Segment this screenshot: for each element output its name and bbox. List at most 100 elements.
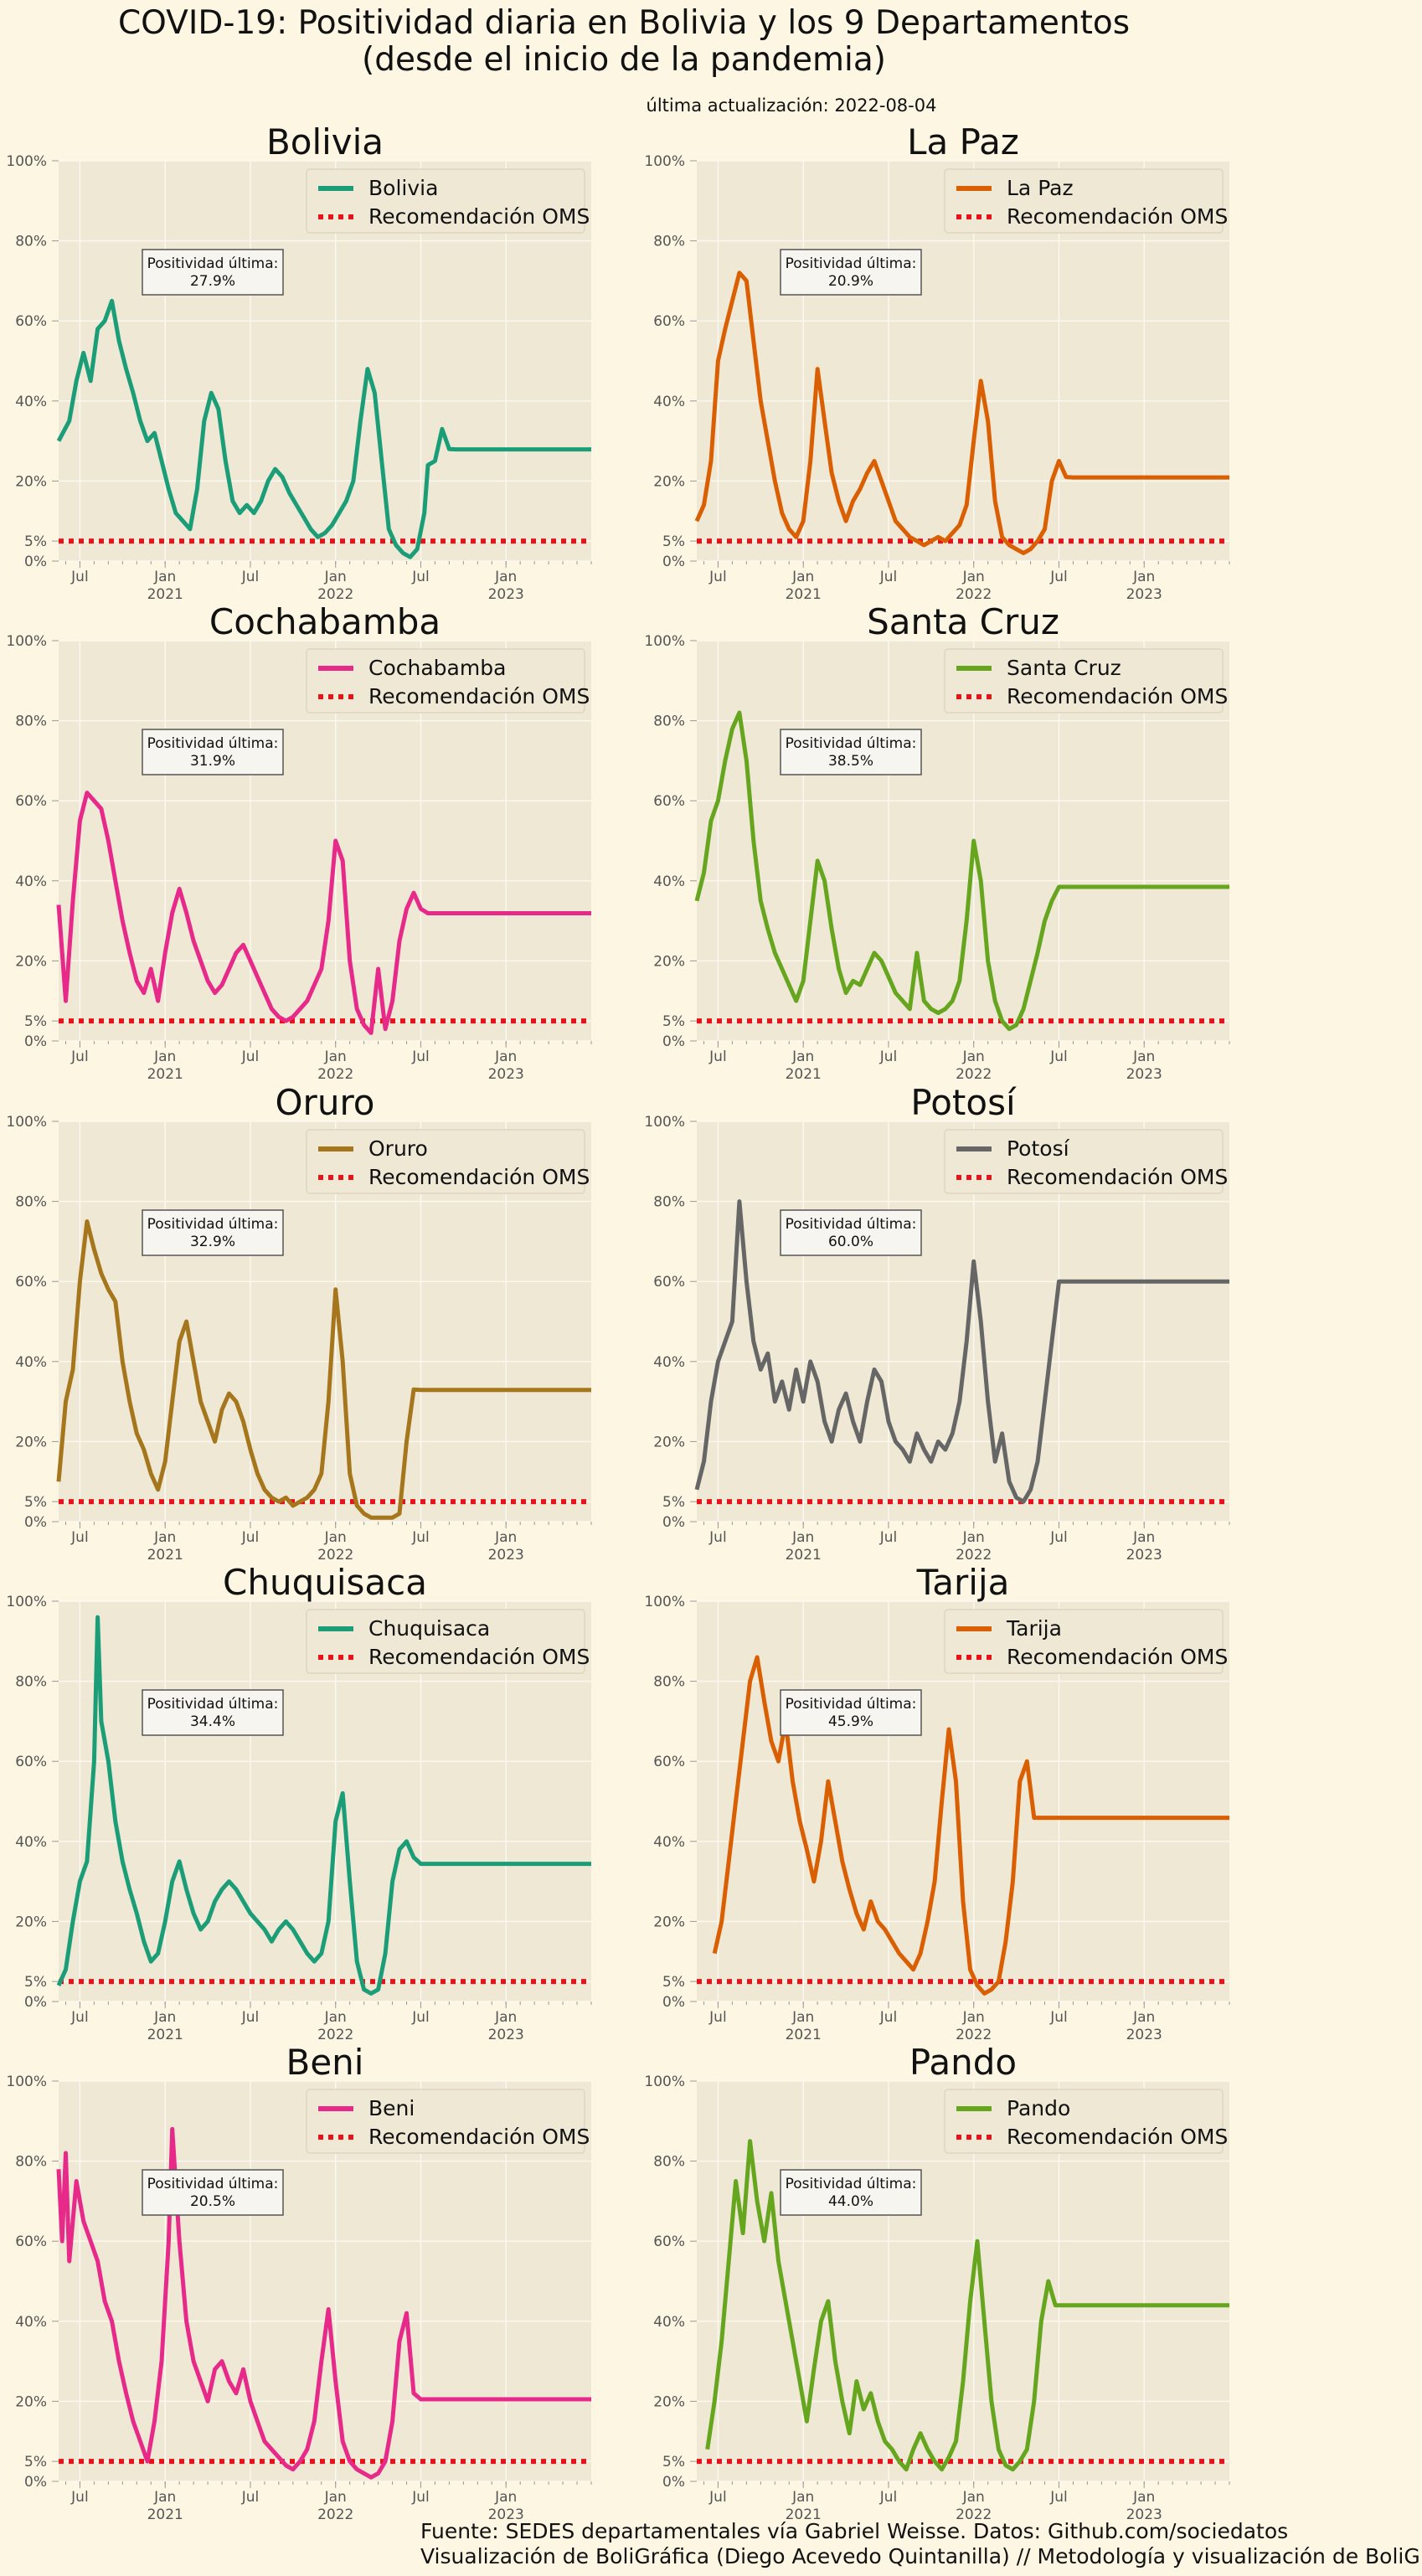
- annotation-text: 38.5%: [828, 753, 873, 770]
- x-tick-label: Jul: [879, 2489, 898, 2506]
- y-tick-label: 5%: [24, 1013, 47, 1030]
- y-tick-label: 0%: [662, 2474, 685, 2491]
- annotation-box: [142, 1209, 284, 1256]
- legend-box: [306, 1129, 585, 1194]
- series-line: [56, 298, 591, 559]
- annotation-text: Positividad última:: [786, 1216, 917, 1233]
- y-tick-label: 40%: [653, 1834, 685, 1851]
- y-tick-label: 5%: [662, 1494, 685, 1511]
- series-line: [712, 1655, 1229, 1996]
- y-tick-label: 40%: [653, 873, 685, 890]
- annotation-text: 20.9%: [828, 273, 873, 290]
- y-tick-label: 60%: [653, 1274, 685, 1291]
- legend-label-reference: Recomendación OMS: [1007, 1165, 1228, 1189]
- x-tick-label: Jan: [791, 2009, 814, 2026]
- figure-subtitle: última actualización: 2022-08-04: [646, 95, 937, 116]
- x-tick-label: Jan: [791, 2489, 814, 2506]
- y-tick-label: 20%: [653, 473, 685, 490]
- x-tick-label: Jul: [241, 2009, 260, 2026]
- y-tick-label: 5%: [24, 2454, 47, 2470]
- annotation-text: 32.9%: [190, 1234, 235, 1250]
- annotation-text: Positividad última:: [147, 255, 279, 272]
- x-tick-label: Jul: [70, 2489, 89, 2506]
- annotation-box: [142, 2169, 284, 2216]
- y-tick-label: 100%: [644, 1114, 685, 1131]
- y-tick-label: 40%: [653, 1354, 685, 1371]
- y-tick-label: 5%: [24, 1974, 47, 1991]
- x-tick-label: Jan: [1132, 1048, 1155, 1065]
- y-tick-label: 100%: [644, 633, 685, 650]
- x-tick-label: Jul: [708, 1529, 727, 1546]
- annotation-text: 45.9%: [828, 1713, 873, 1730]
- y-tick-label: 80%: [15, 2154, 47, 2171]
- annotation-text: 44.0%: [828, 2193, 873, 2210]
- y-tick-label: 20%: [653, 1434, 685, 1450]
- chart-title: Bolivia: [266, 121, 384, 162]
- y-tick-label: 5%: [662, 1013, 685, 1030]
- x-tick-label: Jul: [241, 569, 260, 585]
- x-tick-year-label: 2023: [1126, 2027, 1162, 2043]
- chart-title: Tarija: [916, 1562, 1010, 1603]
- y-tick-label: 0%: [662, 1994, 685, 2011]
- legend-label-series: Santa Cruz: [1007, 656, 1121, 680]
- chart-title: Santa Cruz: [867, 601, 1059, 642]
- x-tick-label: Jan: [153, 2009, 176, 2026]
- x-tick-label: Jul: [411, 2009, 430, 2026]
- legend-label-series: Potosí: [1007, 1136, 1070, 1161]
- footer-credit: Visualización de BoliGráfica (Diego Acev…: [420, 2544, 1422, 2568]
- legend-label-series: Beni: [368, 2096, 415, 2120]
- y-tick-label: 5%: [24, 1494, 47, 1511]
- x-tick-year-label: 2023: [488, 586, 524, 603]
- annotation-box: [780, 1209, 922, 1256]
- annotation-text: Positividad última:: [147, 2176, 279, 2192]
- x-tick-label: Jan: [324, 1048, 347, 1065]
- legend-label-series: Tarija: [1006, 1616, 1062, 1641]
- legend-label-reference: Recomendación OMS: [368, 2125, 590, 2149]
- x-tick-label: Jul: [411, 1048, 430, 1065]
- legend-label-reference: Recomendación OMS: [1007, 1645, 1228, 1669]
- series-line: [694, 270, 1229, 555]
- x-tick-year-label: 2023: [488, 1547, 524, 1564]
- annotation-text: 27.9%: [190, 273, 235, 290]
- annotation-box: [780, 2169, 922, 2216]
- legend-box: [306, 2089, 585, 2154]
- x-tick-year-label: 2022: [956, 1066, 992, 1083]
- legend-label-reference: Recomendación OMS: [368, 1645, 590, 1669]
- footer-source: Fuente: SEDES departamentales vía Gabrie…: [420, 2519, 1289, 2543]
- x-tick-label: Jul: [708, 1048, 727, 1065]
- annotation-text: Positividad última:: [147, 1216, 279, 1233]
- annotation-text: 34.4%: [190, 1713, 235, 1730]
- y-tick-label: 100%: [644, 153, 685, 170]
- series-line: [56, 1219, 591, 1520]
- y-tick-label: 60%: [15, 1274, 47, 1291]
- annotation-box: [142, 249, 284, 296]
- x-tick-label: Jan: [791, 1048, 814, 1065]
- x-tick-label: Jan: [791, 569, 814, 585]
- y-tick-label: 40%: [15, 1834, 47, 1851]
- x-tick-label: Jan: [494, 2489, 517, 2506]
- y-tick-label: 80%: [653, 1194, 685, 1211]
- figure-title: COVID-19: Positividad diaria en Bolivia …: [117, 4, 1131, 79]
- x-tick-year-label: 2022: [317, 1547, 353, 1564]
- y-tick-label: 60%: [653, 793, 685, 810]
- legend-label-reference: Recomendación OMS: [368, 204, 590, 229]
- y-tick-label: 40%: [15, 1354, 47, 1371]
- y-tick-label: 100%: [6, 153, 47, 170]
- y-tick-label: 40%: [15, 394, 47, 410]
- y-tick-label: 0%: [24, 1994, 47, 2011]
- y-tick-label: 100%: [6, 1114, 47, 1131]
- annotation-box: [142, 729, 284, 775]
- legend-label-series: Chuquisaca: [368, 1616, 490, 1641]
- x-tick-year-label: 2023: [488, 1066, 524, 1083]
- annotation-text: Positividad última:: [147, 1696, 279, 1713]
- y-tick-label: 20%: [15, 1914, 47, 1930]
- y-tick-label: 100%: [6, 2074, 47, 2090]
- annotation-box: [142, 1689, 284, 1736]
- chart-title: Chuquisaca: [223, 1562, 427, 1603]
- chart-title: Potosí: [910, 1082, 1017, 1123]
- y-tick-label: 5%: [662, 2454, 685, 2470]
- x-tick-year-label: 2023: [1126, 1547, 1162, 1564]
